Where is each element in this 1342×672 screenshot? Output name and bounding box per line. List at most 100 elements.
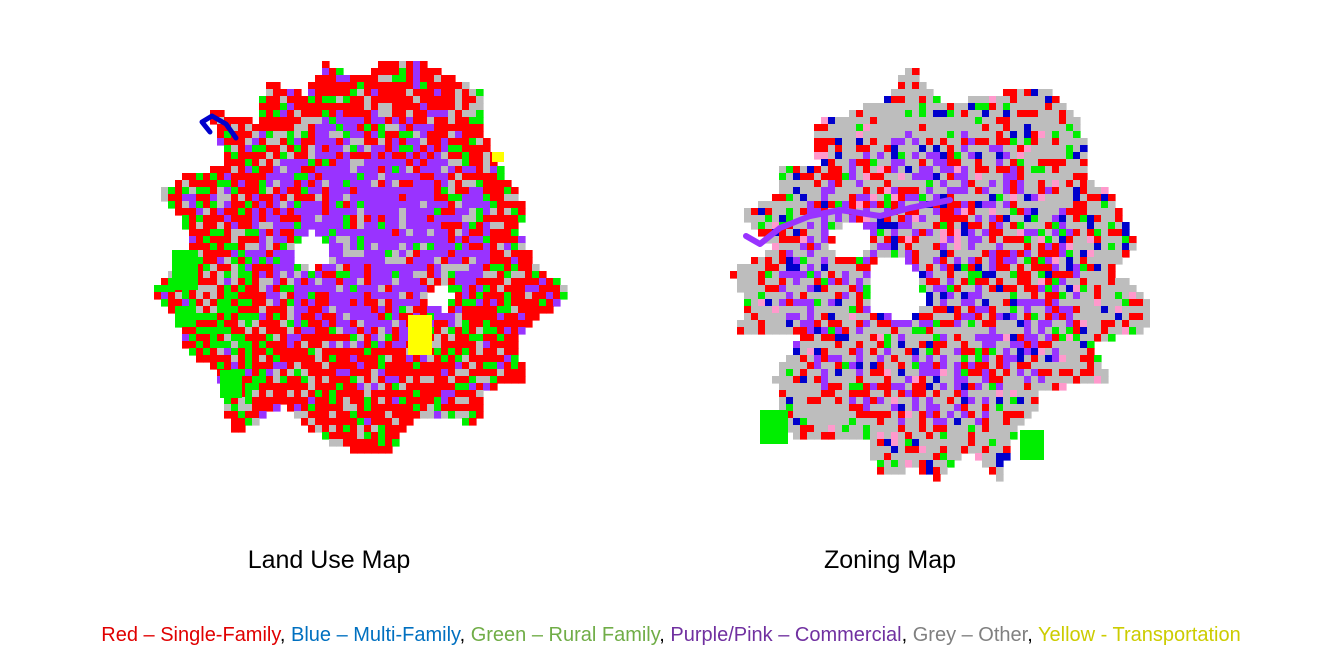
land-use-parcel [308, 376, 316, 384]
zoning-parcel [1003, 131, 1011, 139]
zoning-parcel [1017, 110, 1025, 118]
zoning-parcel [772, 292, 780, 300]
land-use-parcel [308, 138, 316, 146]
zoning-parcel [856, 299, 864, 307]
zoning-parcel [1094, 355, 1102, 363]
zoning-parcel [821, 348, 829, 356]
land-use-parcel [406, 68, 414, 76]
zoning-parcel [870, 397, 878, 405]
zoning-parcel [1073, 173, 1081, 181]
zoning-parcel [1052, 348, 1060, 356]
land-use-parcel [469, 159, 477, 167]
zoning-parcel [1024, 138, 1032, 146]
land-use-parcel [483, 320, 491, 328]
zoning-parcel [779, 215, 787, 223]
land-use-parcel [203, 173, 211, 181]
land-use-parcel [392, 327, 400, 335]
land-use-parcel [287, 285, 295, 293]
zoning-parcel [1010, 180, 1018, 188]
land-use-parcel [266, 327, 274, 335]
zoning-parcel [1017, 152, 1025, 160]
zoning-parcel [870, 236, 878, 244]
zoning-parcel [849, 362, 857, 370]
land-use-parcel [266, 103, 274, 111]
land-use-parcel [329, 75, 337, 83]
zoning-parcel [1059, 292, 1067, 300]
land-use-parcel [252, 159, 260, 167]
zoning-parcel [793, 236, 801, 244]
zoning-parcel [1003, 299, 1011, 307]
land-use-parcel [504, 376, 512, 384]
zoning-parcel [1080, 152, 1088, 160]
land-use-parcel [301, 383, 309, 391]
land-use-parcel [476, 376, 484, 384]
land-use-parcel [280, 159, 288, 167]
land-use-parcel [294, 306, 302, 314]
zoning-parcel [996, 334, 1004, 342]
land-use-parcel [490, 271, 498, 279]
land-use-parcel [350, 432, 358, 440]
land-use-parcel [301, 215, 309, 223]
zoning-parcel [1108, 229, 1116, 237]
zoning-parcel [996, 96, 1004, 104]
land-use-parcel [385, 236, 393, 244]
land-use-parcel [497, 187, 505, 195]
zoning-parcel [828, 334, 836, 342]
zoning-parcel [996, 404, 1004, 412]
land-use-parcel [196, 236, 204, 244]
zoning-parcel [1052, 327, 1060, 335]
zoning-parcel [912, 124, 920, 132]
land-use-parcel [196, 285, 204, 293]
zoning-parcel [1003, 89, 1011, 97]
zoning-parcel [1052, 131, 1060, 139]
zoning-parcel [926, 117, 934, 125]
land-use-parcel [441, 110, 449, 118]
zoning-parcel [940, 425, 948, 433]
land-use-parcel [455, 194, 463, 202]
zoning-parcel [1045, 306, 1053, 314]
zoning-parcel [772, 278, 780, 286]
zoning-parcel [898, 439, 906, 447]
zoning-parcel [1017, 306, 1025, 314]
land-use-parcel [259, 271, 267, 279]
zoning-parcel [821, 418, 829, 426]
zoning-parcel [863, 383, 871, 391]
zoning-parcel [870, 194, 878, 202]
land-use-parcel [490, 376, 498, 384]
land-use-parcel [315, 341, 323, 349]
land-use-parcel [476, 180, 484, 188]
zoning-parcel [793, 327, 801, 335]
land-use-parcel [399, 341, 407, 349]
land-use-parcel [273, 96, 281, 104]
land-use-parcel [189, 173, 197, 181]
land-use-parcel [322, 180, 330, 188]
land-use-parcel [371, 201, 379, 209]
zoning-parcel [1073, 320, 1081, 328]
zoning-parcel [1010, 327, 1018, 335]
zoning-parcel [919, 334, 927, 342]
land-use-parcel [238, 208, 246, 216]
land-use-parcel [392, 320, 400, 328]
zoning-parcel [765, 250, 773, 258]
land-use-parcel [469, 362, 477, 370]
zoning-parcel [1136, 292, 1144, 300]
land-use-parcel [392, 215, 400, 223]
zoning-parcel [779, 320, 787, 328]
land-use-parcel [308, 152, 316, 160]
zoning-parcel [842, 152, 850, 160]
land-use-parcel [525, 320, 533, 328]
zoning-parcel [1010, 404, 1018, 412]
land-use-parcel [434, 250, 442, 258]
land-use-parcel [364, 432, 372, 440]
land-use-parcel [350, 138, 358, 146]
zoning-parcel [968, 271, 976, 279]
land-use-parcel [350, 278, 358, 286]
zoning-parcel [961, 152, 969, 160]
zoning-parcel [1017, 243, 1025, 251]
zoning-parcel [961, 194, 969, 202]
zoning-parcel [1010, 390, 1018, 398]
land-use-parcel [364, 271, 372, 279]
land-use-parcel [364, 264, 372, 272]
land-use-parcel [420, 411, 428, 419]
land-use-parcel [378, 82, 386, 90]
